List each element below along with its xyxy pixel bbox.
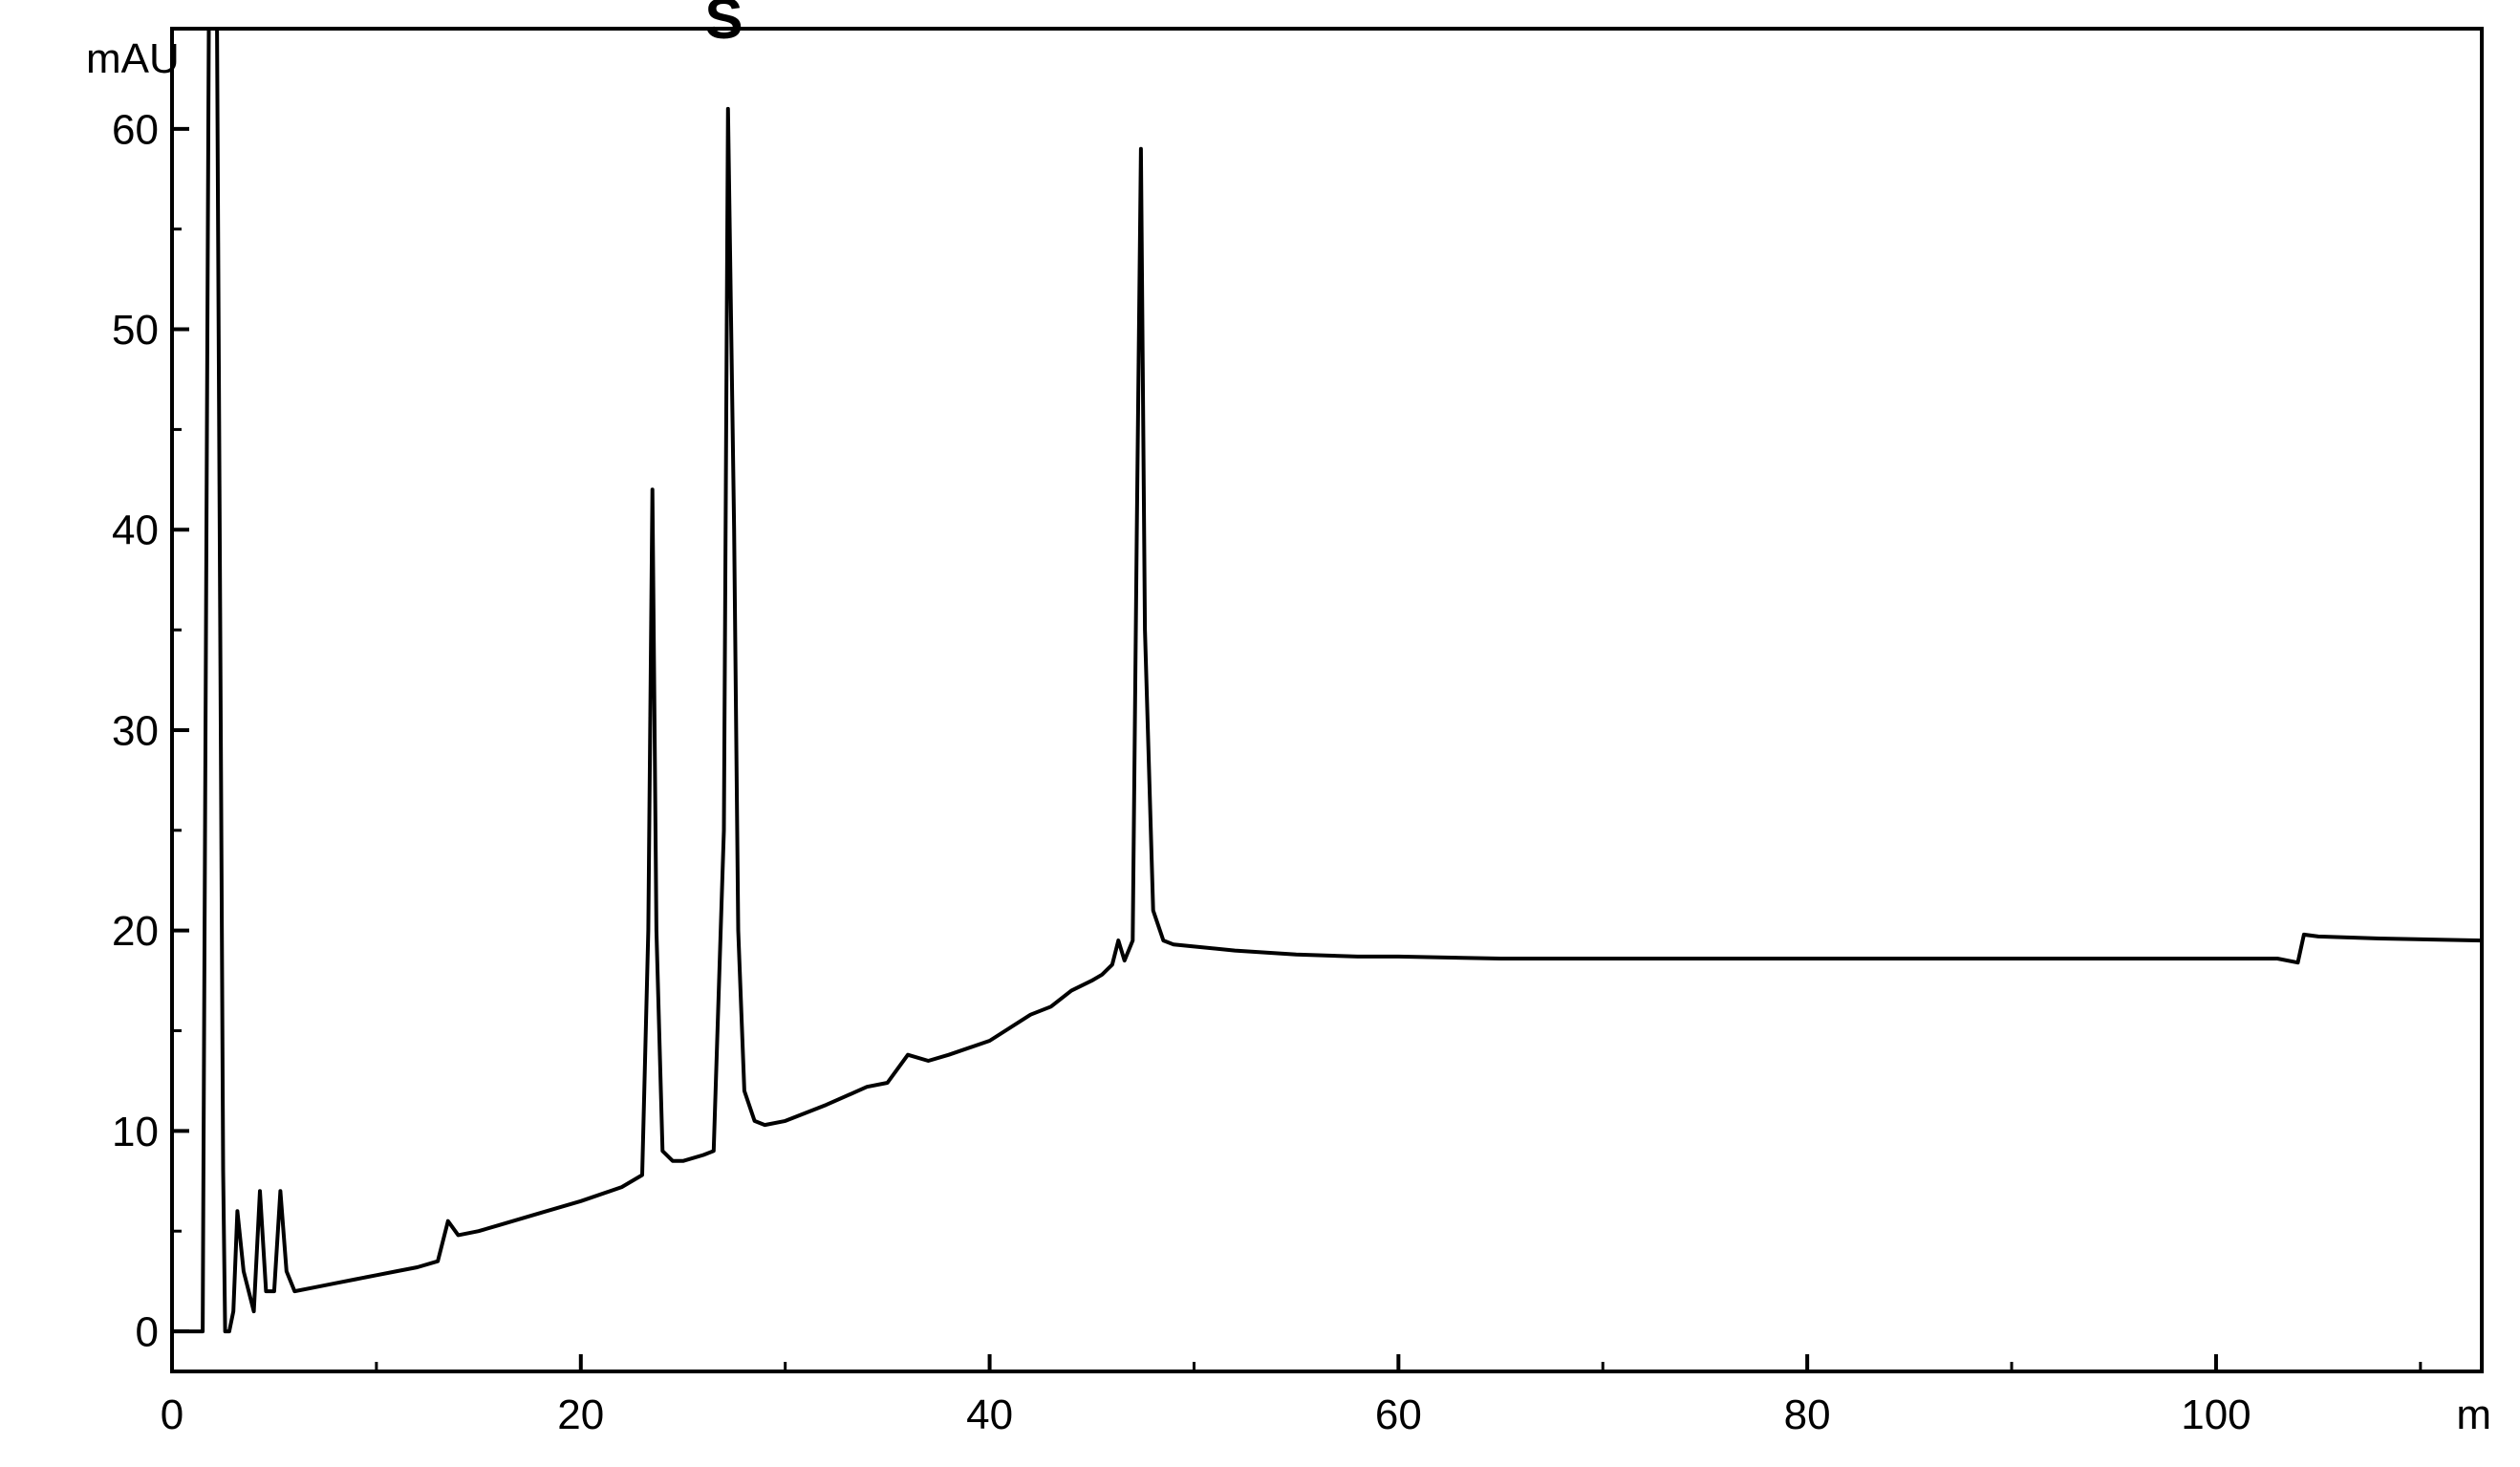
peak-label-s: S (704, 0, 743, 51)
x-tick-label: 80 (1784, 1391, 1831, 1438)
y-tick-label: 0 (136, 1308, 159, 1355)
x-tick-label: 0 (161, 1391, 183, 1438)
y-tick-label: 50 (112, 307, 159, 354)
x-tick-label: 40 (966, 1391, 1013, 1438)
x-axis-label: m (2456, 1391, 2491, 1438)
x-tick-label: 20 (557, 1391, 604, 1438)
y-tick-label: 10 (112, 1109, 159, 1155)
x-tick-label: 100 (2181, 1391, 2251, 1438)
y-tick-label: 60 (112, 106, 159, 153)
y-tick-label: 20 (112, 908, 159, 955)
y-tick-label: 40 (112, 507, 159, 554)
chart-svg: 0 10 20 30 40 50 60 0 20 40 60 80 100 mAU m S (0, 0, 2520, 1467)
y-tick-label: 30 (112, 707, 159, 754)
chromatogram-chart: 0 10 20 30 40 50 60 0 20 40 60 80 100 mAU m S (0, 0, 2520, 1467)
y-axis-label: mAU (86, 35, 180, 82)
x-tick-label: 60 (1375, 1391, 1422, 1438)
